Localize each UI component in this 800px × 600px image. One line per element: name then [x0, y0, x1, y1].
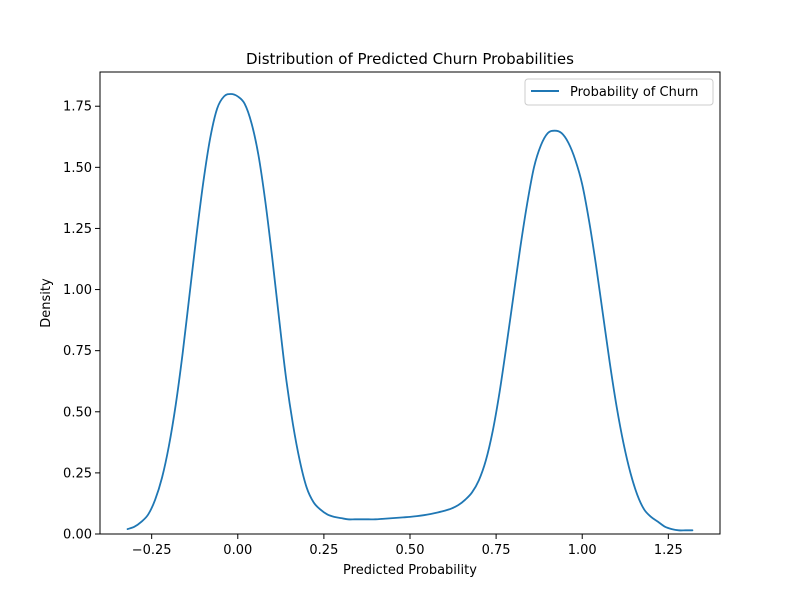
y-tick-label: 0.00 [63, 528, 92, 543]
chart-title: Distribution of Predicted Churn Probabil… [246, 50, 574, 68]
x-tick-label: −0.25 [132, 543, 172, 558]
x-tick-label: 0.00 [223, 543, 252, 558]
series-line-0 [126, 93, 694, 532]
x-tick-label: 1.00 [568, 543, 597, 558]
y-tick-label: 1.50 [63, 161, 92, 176]
x-tick-label: 0.50 [396, 543, 425, 558]
series-layer [126, 93, 694, 532]
y-tick-label: 1.25 [63, 222, 92, 237]
y-tick-label: 0.50 [63, 405, 92, 420]
y-tick-label: 0.75 [63, 344, 92, 359]
x-tick-label: 0.25 [309, 543, 338, 558]
x-tick-label: 1.25 [654, 543, 683, 558]
y-tick-label: 1.75 [63, 100, 92, 115]
legend-label: Probability of Churn [570, 85, 698, 100]
y-tick-label: 0.25 [63, 466, 92, 481]
legend: Probability of Churn [524, 78, 714, 106]
y-axis: 0.00 0.25 0.50 0.75 1.00 1.25 1.50 1.75 [63, 100, 100, 543]
y-axis-title: Density [39, 278, 54, 328]
x-tick-label: 0.75 [482, 543, 511, 558]
x-axis-title: Predicted Probability [343, 563, 477, 578]
y-tick-label: 1.00 [63, 283, 92, 298]
x-axis: −0.25 0.00 0.25 0.50 0.75 1.00 1.25 [132, 534, 683, 558]
legend-box [524, 78, 714, 106]
